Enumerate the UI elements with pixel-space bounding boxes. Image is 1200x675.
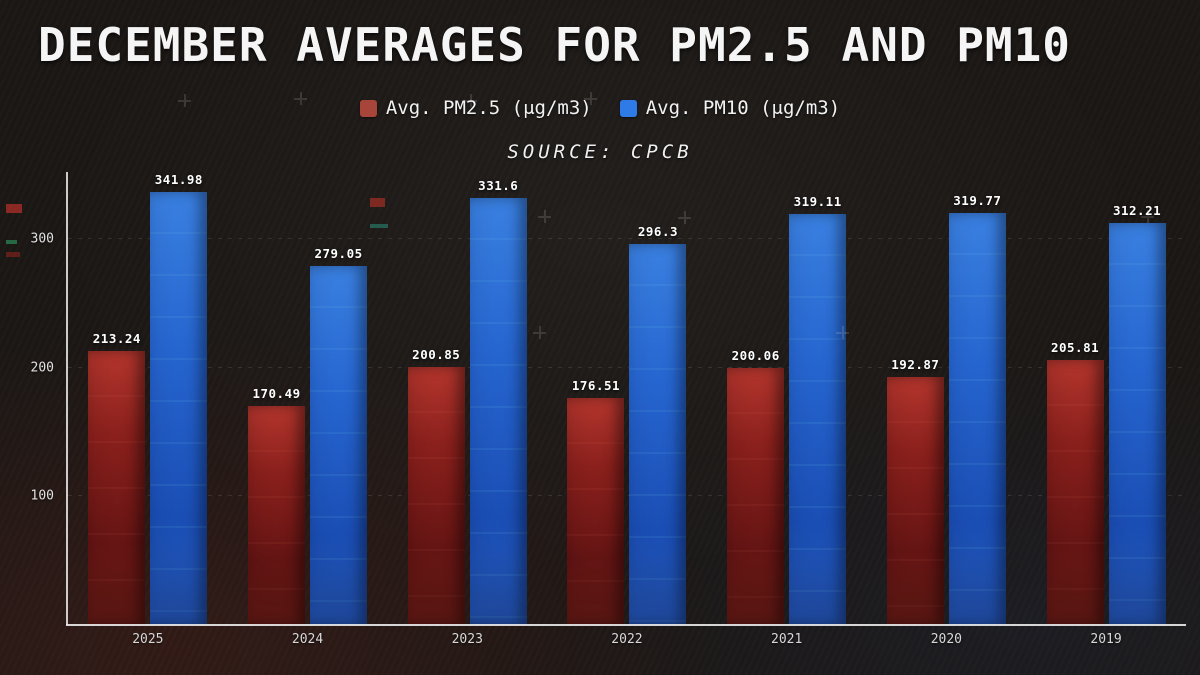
bar [727,367,785,625]
bar-value-label: 200.06 [731,347,780,363]
bar [886,376,944,625]
x-axis-label: 2019 [1090,632,1122,647]
x-axis-label: 2025 [132,632,164,647]
pm10-bar: 312.21 [1108,172,1166,625]
legend-label: Avg. PM10 (μg/m3) [645,97,841,119]
pm25-bar: 205.81 [1046,172,1104,625]
bar-group: 200.85 331.6 2023 [407,172,527,647]
pm10-bar: 296.3 [629,172,687,625]
x-axis-label: 2023 [451,632,483,647]
legend-swatch [359,99,377,117]
legend-swatch [619,99,637,117]
bar-value-label: 176.51 [571,377,621,393]
pm25-bar: 192.87 [886,172,944,625]
bar [407,366,465,625]
y-tick-label: 200 [30,360,54,376]
bar-value-label: 213.24 [92,330,141,346]
bar [789,214,847,625]
bar-value-label: 319.77 [953,193,1002,209]
bar-value-label: 331.6 [478,178,519,194]
bar-value-label: 170.49 [252,385,301,401]
bar-value-label: 192.87 [891,356,940,372]
legend-item: Avg. PM10 (μg/m3) [619,97,841,119]
bar-value-label: 279.05 [314,245,363,261]
gridline [68,366,1186,368]
bar [1108,223,1166,625]
bar [310,265,368,625]
bar [629,243,687,625]
gridline [68,237,1186,239]
x-axis-label: 2024 [291,632,324,647]
x-axis-label: 2022 [611,632,643,647]
pm25-bar: 200.85 [407,172,465,625]
pm25-bar: 200.06 [727,172,785,625]
pm25-bar: 213.24 [88,172,146,625]
bar-group: 200.06 319.11 2021 [727,172,847,647]
pm10-bar: 319.11 [789,172,847,625]
pm10-bar: 319.77 [948,172,1006,625]
bar [567,397,625,625]
bar [948,213,1006,625]
glitch-artifact [6,204,22,213]
x-axis-label: 2020 [930,632,963,647]
x-axis-label: 2021 [771,632,803,647]
plot-area: 100 200 300 213.24 341.98 2025 170.49 279.05 20… [31,172,1186,647]
bar-groups: 213.24 341.98 2025 170.49 279.05 2024 200.85 33… [68,172,1186,647]
bar-group: 176.51 296.3 2022 [567,172,687,647]
glitch-artifact [6,252,20,257]
bar-value-label: 296.3 [637,223,679,239]
bar-group: 213.24 341.98 2025 [88,172,208,647]
y-tick-label: 100 [30,488,54,504]
bar [1046,360,1104,625]
bar [88,350,146,625]
bar-group: 170.49 279.05 2024 [248,172,368,647]
bar-value-label: 205.81 [1050,340,1100,356]
pm10-bar: 331.6 [469,172,527,625]
pm10-bar: 279.05 [310,172,368,625]
gridline [68,495,1186,497]
source-label: SOURCE: CPCB [507,141,693,163]
x-axis-line [66,624,1186,626]
pm25-bar: 176.51 [567,172,625,625]
bar [150,192,208,625]
legend-item: Avg. PM2.5 (μg/m3) [359,97,592,119]
y-axis-line [66,172,68,625]
y-tick-label: 300 [30,231,54,247]
pm10-bar: 341.98 [150,172,208,625]
bar-value-label: 319.11 [793,194,842,210]
bar-value-label: 341.98 [154,172,203,187]
bar [248,405,306,625]
bar-group: 205.81 312.21 2019 [1046,172,1166,647]
bar-value-label: 312.21 [1112,203,1162,219]
bar-value-label: 200.85 [412,346,461,362]
legend-label: Avg. PM2.5 (μg/m3) [385,97,592,119]
chart-title: DECEMBER AVERAGES FOR PM2.5 AND PM10 [38,18,1071,72]
glitch-artifact [6,240,17,244]
legend: Avg. PM2.5 (μg/m3) Avg. PM10 (μg/m3) [0,97,1200,119]
pm25-bar: 170.49 [248,172,306,625]
bar [469,198,527,625]
bar-group: 192.87 319.77 2020 [886,172,1006,647]
